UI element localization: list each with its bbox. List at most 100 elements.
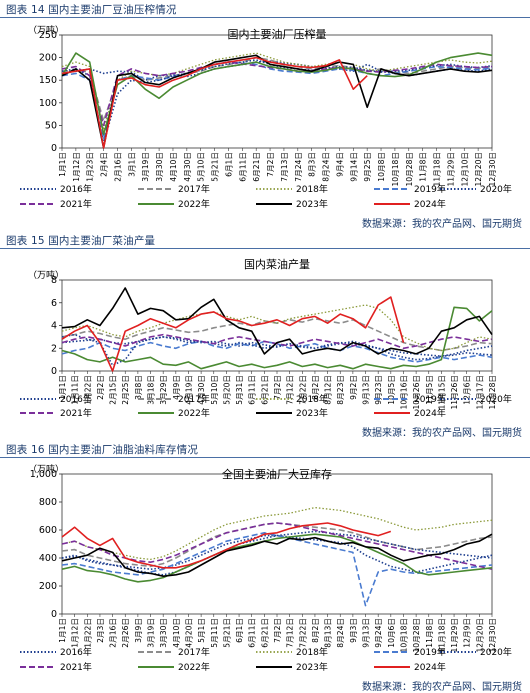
y-tick-label: 1,000 bbox=[30, 469, 57, 480]
x-tick-label: 11月5日 bbox=[425, 375, 434, 405]
x-tick-label: 10月28日 bbox=[405, 152, 414, 187]
x-tick-label: 12月10日 bbox=[460, 152, 469, 187]
x-tick-label: 1月11日 bbox=[71, 375, 80, 405]
x-tick-label: 9月3日 bbox=[349, 618, 358, 643]
legend-label: 2021年 bbox=[60, 407, 92, 419]
x-tick-label: 6月11日 bbox=[248, 618, 257, 648]
x-tick-label: 6月11日 bbox=[248, 375, 257, 405]
y-tick-label: 250 bbox=[39, 30, 57, 41]
x-tick-label: 5月11日 bbox=[210, 618, 219, 648]
legend-label: 2017年 bbox=[178, 393, 210, 405]
series-line bbox=[61, 522, 392, 569]
legend-label: 2016年 bbox=[60, 646, 92, 658]
y-tick-label: 200 bbox=[39, 53, 57, 64]
x-tick-label: 6月21日 bbox=[252, 152, 261, 182]
series-line bbox=[61, 54, 493, 149]
figure-caption: 图表 16 国内主要油厂油脂油料库存情况 bbox=[6, 444, 199, 456]
legend-label: 2018年 bbox=[296, 646, 328, 658]
x-tick-label: 9月24日 bbox=[374, 618, 383, 648]
x-tick-label: 7月22日 bbox=[298, 375, 307, 405]
plot-frame bbox=[61, 34, 493, 149]
legend-label: 2023年 bbox=[296, 407, 328, 419]
x-tick-label: 1月12日 bbox=[71, 618, 80, 648]
x-tick-label: 8月24日 bbox=[336, 618, 345, 648]
legend-label: 2016年 bbox=[60, 183, 92, 195]
x-tick-label: 7月13日 bbox=[280, 152, 289, 182]
y-tick-label: 50 bbox=[45, 120, 57, 131]
y-tick-label: 2 bbox=[51, 343, 57, 354]
x-tick-label: 8月24日 bbox=[322, 152, 331, 182]
x-tick-label: 1月23日 bbox=[86, 152, 95, 182]
x-tick-label: 9月13日 bbox=[362, 375, 371, 405]
x-tick-label: 7月2日 bbox=[266, 152, 275, 177]
data-source: 数据来源：我的农产品网、国元期货 bbox=[362, 428, 522, 439]
x-tick-label: 6月1日 bbox=[235, 618, 244, 643]
series-line bbox=[61, 534, 493, 573]
x-tick-label: 11月15日 bbox=[437, 375, 446, 410]
x-tick-label: 6月21日 bbox=[260, 375, 269, 405]
x-tick-label: 12月20日 bbox=[475, 618, 484, 653]
x-tick-label: 4月20日 bbox=[184, 618, 193, 648]
y-axis-unit: （万吨） bbox=[28, 24, 64, 36]
x-tick-label: 4月10日 bbox=[169, 152, 178, 182]
legend-label: 2021年 bbox=[60, 198, 92, 210]
series-line bbox=[61, 52, 493, 136]
y-tick-label: 150 bbox=[39, 75, 57, 86]
x-tick-label: 5月21日 bbox=[211, 152, 220, 182]
x-tick-label: 5月10日 bbox=[210, 375, 219, 405]
x-tick-label: 11月8日 bbox=[419, 152, 428, 182]
x-tick-label: 12月6日 bbox=[463, 375, 472, 405]
legend-label: 2022年 bbox=[178, 407, 210, 419]
legend-label: 2024年 bbox=[414, 661, 446, 673]
legend-label: 2023年 bbox=[296, 198, 328, 210]
x-tick-label: 4月19日 bbox=[184, 375, 193, 405]
x-tick-label: 2月2日 bbox=[96, 375, 105, 400]
legend-label: 2017年 bbox=[178, 646, 210, 658]
x-tick-label: 1月1日 bbox=[58, 375, 67, 400]
y-tick-label: 0 bbox=[51, 143, 57, 154]
series-line bbox=[61, 61, 493, 127]
series-line bbox=[61, 533, 493, 577]
x-tick-label: 4月9日 bbox=[172, 375, 181, 400]
series-line bbox=[61, 287, 493, 355]
x-tick-label: 9月14日 bbox=[349, 152, 358, 182]
series-line bbox=[61, 533, 493, 583]
x-tick-label: 11月29日 bbox=[450, 618, 459, 653]
chart-title: 全国主要油厂大豆库存 bbox=[222, 467, 332, 481]
x-tick-label: 11月18日 bbox=[437, 618, 446, 653]
x-tick-label: 2月16日 bbox=[109, 618, 118, 648]
x-tick-label: 11月26日 bbox=[450, 375, 459, 410]
legend-label: 2024年 bbox=[414, 407, 446, 419]
x-tick-label: 5月21日 bbox=[222, 618, 231, 648]
x-tick-label: 8月3日 bbox=[308, 152, 317, 177]
y-tick-label: 6 bbox=[51, 298, 57, 309]
y-tick-label: 0 bbox=[51, 609, 57, 620]
chart-soybean-crush: 国内主要油厂压榨量 （万吨） 0 50 100 150 200 250 1月1日 1月12日 1月2… bbox=[20, 24, 512, 210]
data-source: 数据来源：我的农产品网、国元期货 bbox=[362, 682, 522, 693]
x-tick-label: 10月18日 bbox=[399, 618, 408, 653]
x-tick-label: 3月30日 bbox=[155, 152, 164, 182]
legend-label: 2019年 bbox=[414, 393, 446, 405]
y-axis-unit: （万吨） bbox=[28, 269, 64, 281]
x-tick-label: 8月23日 bbox=[336, 375, 345, 405]
x-tick-label: 12月17日 bbox=[475, 375, 484, 410]
x-tick-label: 10月8日 bbox=[377, 152, 386, 182]
y-tick-label: 100 bbox=[39, 98, 57, 109]
y-tick-label: 400 bbox=[39, 553, 57, 564]
series-line bbox=[61, 317, 493, 352]
x-tick-label: 6月1日 bbox=[224, 152, 233, 177]
x-tick-label: 4月30日 bbox=[197, 375, 206, 405]
series-line bbox=[61, 333, 493, 350]
series-line bbox=[61, 530, 493, 576]
x-tick-label: 7月2日 bbox=[273, 375, 282, 400]
x-tick-label: 2月25日 bbox=[121, 375, 130, 405]
legend-label: 2020年 bbox=[480, 393, 512, 405]
legend-label: 2019年 bbox=[414, 646, 446, 658]
legend-label: 2018年 bbox=[296, 183, 328, 195]
x-tick-label: 1月1日 bbox=[58, 152, 67, 177]
x-tick-label: 11月18日 bbox=[433, 152, 442, 187]
x-tick-label: 2月26日 bbox=[121, 618, 130, 648]
x-tick-label: 7月12日 bbox=[286, 618, 295, 648]
x-tick-label: 1月22日 bbox=[83, 375, 92, 405]
x-tick-label: 12月30日 bbox=[488, 152, 497, 187]
